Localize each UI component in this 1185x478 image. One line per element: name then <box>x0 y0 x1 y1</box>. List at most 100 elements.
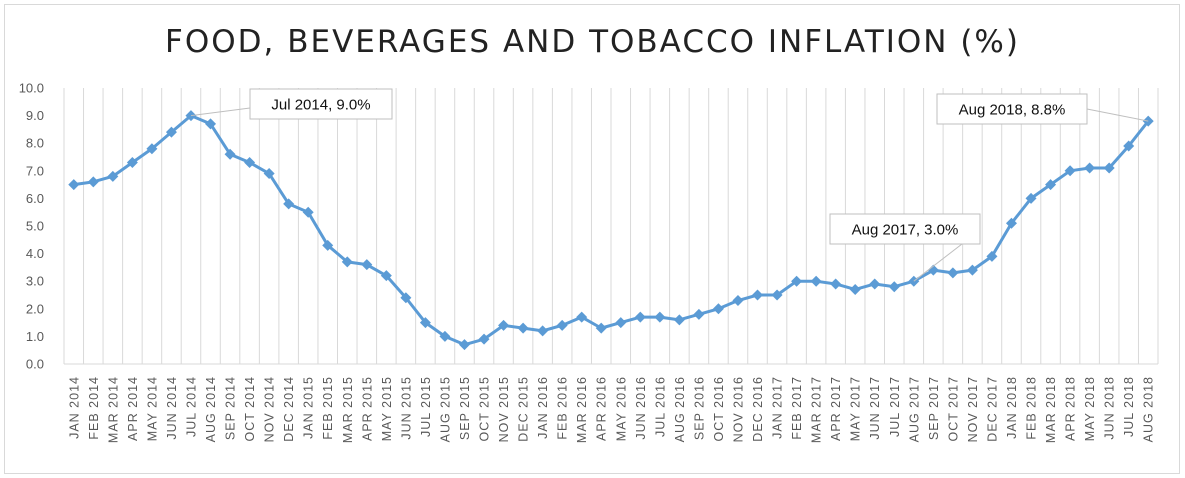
x-tick-label: APR 2016 <box>595 376 609 441</box>
y-tick-label: 7.0 <box>26 163 44 178</box>
data-point <box>966 264 978 276</box>
y-tick-label: 4.0 <box>26 246 44 261</box>
data-point <box>986 250 998 262</box>
data-point <box>380 270 392 282</box>
y-tick-label: 1.0 <box>26 329 44 344</box>
data-point <box>849 283 861 295</box>
data-point <box>830 278 842 290</box>
x-tick-label: OCT 2017 <box>946 376 960 441</box>
x-tick-label: JAN 2015 <box>302 376 316 439</box>
data-point <box>302 206 314 218</box>
data-point <box>693 308 705 320</box>
data-point <box>458 339 470 351</box>
x-tick-label: FEB 2014 <box>87 376 101 440</box>
data-point <box>634 311 646 323</box>
data-point <box>322 239 334 251</box>
x-tick-label: JUL 2016 <box>653 376 667 437</box>
data-point <box>947 267 959 279</box>
x-tick-label: MAY 2015 <box>380 376 394 441</box>
x-tick-label: APR 2015 <box>360 376 374 441</box>
x-tick-label: JUL 2018 <box>1122 376 1136 437</box>
data-point <box>537 325 549 337</box>
data-point <box>869 278 881 290</box>
data-point <box>673 314 685 326</box>
data-point <box>263 168 275 180</box>
x-tick-label: JAN 2016 <box>536 376 550 439</box>
x-tick-label: SEP 2016 <box>692 376 706 440</box>
data-point <box>68 179 80 191</box>
series-line <box>68 110 1154 351</box>
y-tick-label: 8.0 <box>26 136 44 151</box>
x-tick-label: MAY 2018 <box>1083 376 1097 441</box>
x-tick-label: JUN 2016 <box>634 376 648 440</box>
data-point <box>400 292 412 304</box>
y-tick-label: 5.0 <box>26 219 44 234</box>
data-point <box>927 264 939 276</box>
x-tick-label: MAR 2017 <box>810 376 824 443</box>
x-tick-label: OCT 2016 <box>712 376 726 441</box>
data-point <box>1123 140 1135 152</box>
data-point <box>478 333 490 345</box>
x-tick-label: JUN 2014 <box>165 376 179 440</box>
x-tick-label: MAR 2016 <box>575 376 589 443</box>
data-point <box>1084 162 1096 174</box>
x-tick-label: DEC 2014 <box>282 376 296 442</box>
x-tick-label: JAN 2017 <box>771 376 785 439</box>
x-tick-label: FEB 2016 <box>556 376 570 440</box>
data-point <box>791 275 803 287</box>
x-tick-label: AUG 2018 <box>1142 376 1156 442</box>
x-tick-label: APR 2017 <box>829 376 843 441</box>
x-tick-label: AUG 2015 <box>438 376 452 442</box>
x-tick-label: JUN 2015 <box>399 376 413 440</box>
x-tick-label: AUG 2014 <box>204 376 218 442</box>
y-axis-ticks: 0.0 1.0 2.0 3.0 4.0 5.0 6.0 7.0 8.0 9.0 10.0 <box>19 81 44 372</box>
x-tick-label: MAY 2014 <box>145 376 159 441</box>
data-point <box>126 157 138 169</box>
x-tick-label: DEC 2015 <box>517 376 531 442</box>
data-point <box>361 259 373 271</box>
x-tick-label: MAR 2018 <box>1044 376 1058 443</box>
x-tick-label: JUL 2014 <box>184 376 198 437</box>
data-point <box>1064 165 1076 177</box>
x-tick-label: FEB 2017 <box>790 376 804 440</box>
callout-leader-line <box>1086 108 1149 122</box>
x-tick-label: MAR 2015 <box>341 376 355 443</box>
callout-label: Aug 2017, 3.0% <box>852 222 959 239</box>
y-tick-label: 3.0 <box>26 274 44 289</box>
data-point <box>498 319 510 331</box>
x-tick-label: JUN 2017 <box>868 376 882 440</box>
data-point <box>419 317 431 329</box>
callouts: Jul 2014, 9.0% Aug 2017, 3.0% Aug 2018, 8.… <box>190 88 1149 282</box>
y-tick-label: 2.0 <box>26 301 44 316</box>
x-tick-label: DEC 2017 <box>985 376 999 442</box>
data-point <box>1103 162 1115 174</box>
data-point <box>224 148 236 160</box>
data-point <box>810 275 822 287</box>
callout-label: Jul 2014, 9.0% <box>271 97 370 114</box>
x-tick-label: JAN 2018 <box>1005 376 1019 439</box>
x-tick-label: APR 2018 <box>1064 376 1078 441</box>
data-point <box>654 311 666 323</box>
grid-lines <box>63 88 1159 365</box>
data-point <box>771 289 783 301</box>
x-tick-label: APR 2014 <box>126 376 140 441</box>
x-tick-label: NOV 2015 <box>497 376 511 442</box>
y-tick-label: 9.0 <box>26 108 44 123</box>
x-tick-label: MAR 2014 <box>106 376 120 443</box>
data-point <box>146 143 158 155</box>
x-tick-label: AUG 2016 <box>673 376 687 442</box>
x-tick-label: NOV 2017 <box>966 376 980 442</box>
x-tick-label: AUG 2017 <box>907 376 921 442</box>
x-tick-label: OCT 2015 <box>478 376 492 441</box>
data-point <box>1045 179 1057 191</box>
x-tick-label: FEB 2015 <box>321 376 335 440</box>
x-tick-label: MAY 2017 <box>849 376 863 441</box>
y-tick-label: 10.0 <box>19 81 44 96</box>
x-tick-label: MAY 2016 <box>614 376 628 441</box>
data-point <box>205 118 217 130</box>
callout-box <box>829 213 981 245</box>
data-point <box>576 311 588 323</box>
data-point <box>732 295 744 307</box>
data-point <box>341 256 353 268</box>
